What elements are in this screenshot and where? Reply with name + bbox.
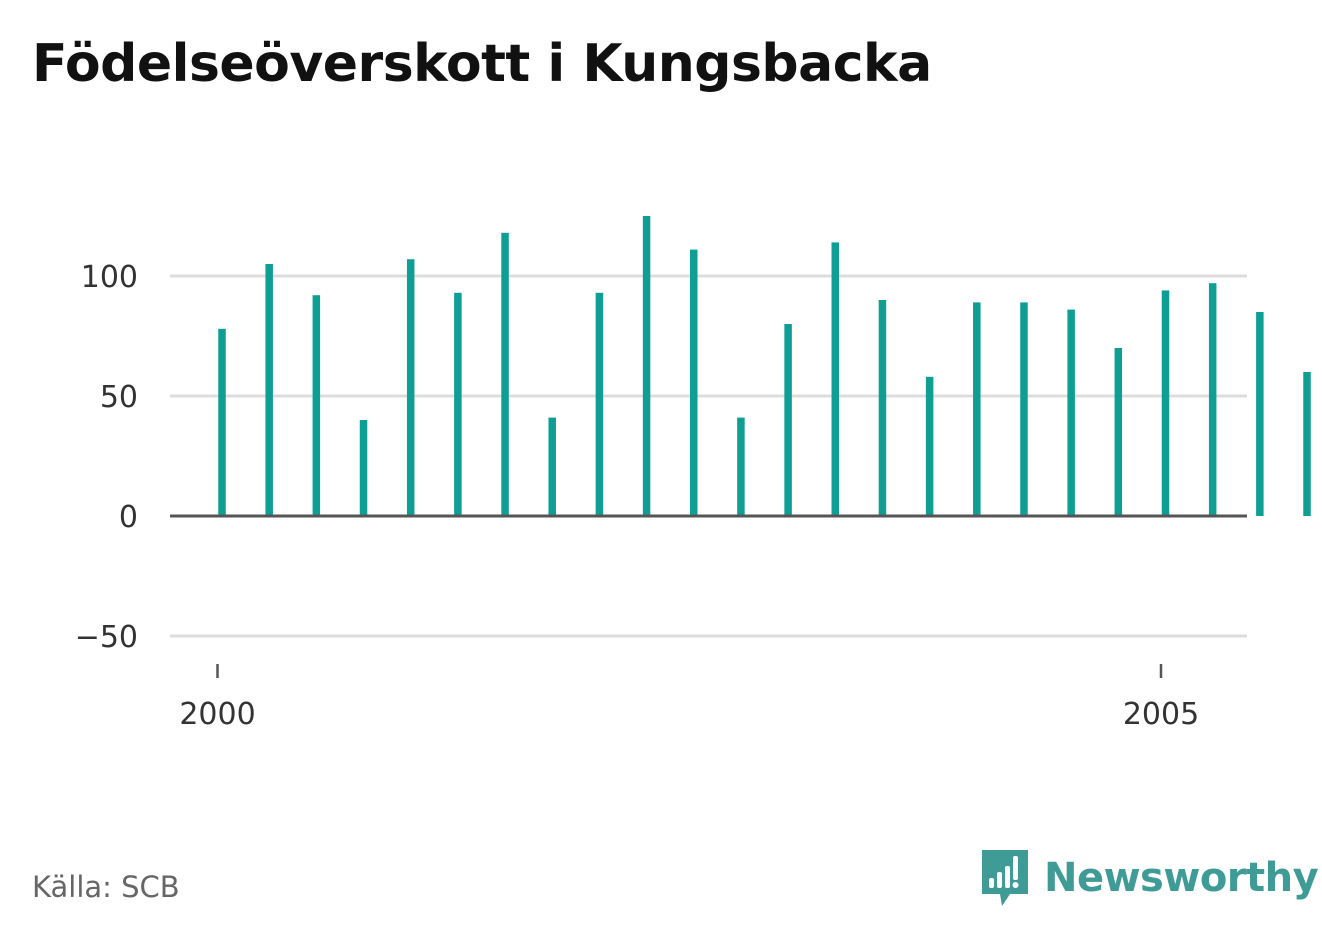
bar-2003-q1 — [784, 324, 792, 516]
bar-2005-q4 — [1303, 372, 1311, 516]
bar-2003-q3 — [878, 300, 887, 516]
bar-2004-q3 — [1067, 309, 1075, 516]
bar-2005-q1 — [1161, 290, 1170, 516]
bar-2001-q1 — [406, 259, 415, 516]
source-note: Källa: SCB — [32, 870, 180, 904]
bar-2005-q2 — [1208, 283, 1217, 516]
chart-title: Födelseöverskott i Kungsbacka — [32, 34, 932, 94]
y-tick-label: 0 — [119, 500, 138, 535]
bar-2002-q4 — [737, 417, 745, 516]
bar-2004-q1 — [973, 302, 981, 516]
gridlines — [170, 274, 1247, 638]
bar-2000-q3 — [312, 295, 321, 516]
brand-logo: Newsworthy — [980, 848, 1319, 908]
bar-2001-q4 — [548, 417, 556, 516]
y-tick-label: 100 — [81, 260, 138, 295]
x-tick-label: 2005 — [1123, 697, 1199, 732]
y-tick-label: 50 — [100, 380, 138, 415]
bar-2000-q4 — [359, 420, 368, 516]
bar-2000-q1 — [218, 328, 226, 516]
brand-name: Newsworthy — [1044, 855, 1319, 901]
bar-2004-q2 — [1020, 302, 1028, 516]
y-tick-label: −50 — [75, 620, 138, 655]
bars — [218, 216, 1311, 517]
bar-2001-q3 — [501, 232, 509, 517]
bar-2005-q3 — [1256, 312, 1264, 516]
bar-2002-q2 — [642, 216, 651, 516]
newsworthy-logo-icon — [982, 850, 1028, 906]
bar-2003-q4 — [925, 376, 934, 516]
bar-2002-q3 — [690, 249, 698, 516]
bar-2004-q4 — [1114, 348, 1123, 516]
bar-2001-q2 — [454, 292, 462, 516]
bar-2003-q2 — [831, 242, 840, 516]
x-tick-label: 2000 — [179, 697, 255, 732]
bar-2002-q1 — [595, 292, 604, 516]
axes: −50050100200020052010201520202025 — [75, 260, 1247, 732]
bar-2000-q2 — [265, 264, 273, 516]
